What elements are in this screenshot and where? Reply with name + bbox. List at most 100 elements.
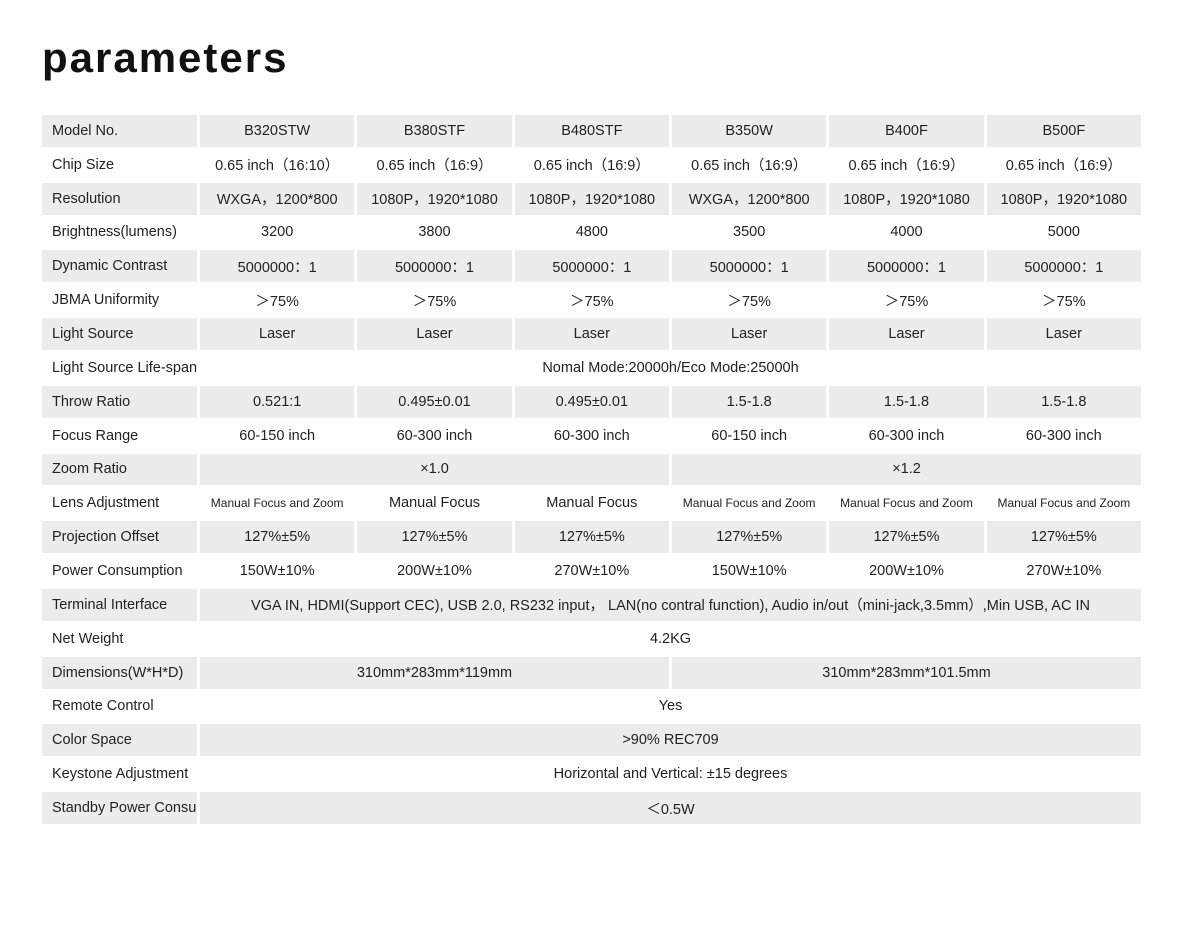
cell-value: 1.5-1.8 <box>986 385 1141 418</box>
cell-value: 0.65 inch（16:9） <box>376 158 493 175</box>
cell-value: B480STF <box>514 115 669 147</box>
cell-value: 1.5-1.8 <box>672 385 827 418</box>
cell-value: 5000 <box>1047 224 1080 241</box>
cell-value: 200W±10% <box>397 563 472 580</box>
row-label: Model No. <box>42 115 197 147</box>
cell-value: 0.65 inch（16:9） <box>691 158 808 175</box>
cell-value: 127%±5% <box>357 521 512 554</box>
row-label: Light Source Life-span <box>52 359 197 376</box>
row-label: Resolution <box>42 182 197 215</box>
cell-value: 0.495±0.01 <box>514 385 669 418</box>
row-label: Remote Control <box>52 698 154 715</box>
cell-value: 127%±5% <box>829 521 984 554</box>
cell-value: 60-300 inch <box>553 427 630 444</box>
cell-value: Laser <box>829 318 984 350</box>
cell-value: 1080P，1920*1080 <box>514 182 669 215</box>
cell-value: ＞75% <box>570 293 614 310</box>
cell-value: ＞75% <box>727 293 771 310</box>
cell-value: B320STW <box>200 115 355 147</box>
cell-value: 127%±5% <box>514 521 669 554</box>
cell-value: B350W <box>672 115 827 147</box>
cell-value: 150W±10% <box>239 563 315 580</box>
cell-value: B400F <box>829 115 984 147</box>
cell-value: 5000000：1 <box>357 250 512 283</box>
cell-value: 4.2KG <box>649 630 692 647</box>
cell-value: Nomal Mode:20000h/Eco Mode:25000h <box>542 359 799 376</box>
row-label: Lens Adjustment <box>52 495 160 512</box>
cell-value: ＞75% <box>412 293 457 310</box>
cell-value: Manual Focus and Zoom <box>840 496 973 511</box>
cell-value: 1.5-1.8 <box>829 385 984 418</box>
cell-value: 127%±5% <box>986 521 1141 554</box>
cell-value: 5000000：1 <box>672 250 827 283</box>
cell-value: B380STF <box>357 115 512 147</box>
cell-value: 270W±10% <box>554 563 630 580</box>
cell-value: Laser <box>200 318 355 350</box>
row-label: Net Weight <box>52 630 124 647</box>
cell-value: 60-300 inch <box>868 427 945 444</box>
cell-value: Laser <box>672 318 827 350</box>
cell-value: ＞75% <box>255 293 299 310</box>
row-label: Standby Power Consumption <box>42 792 197 824</box>
row-label: Dimensions(W*H*D) <box>42 656 197 689</box>
cell-value: Manual Focus and Zoom <box>682 496 816 511</box>
cell-value: 310mm*283mm*119mm <box>200 656 669 689</box>
cell-value: 310mm*283mm*101.5mm <box>672 656 1141 689</box>
row-label: Terminal Interface <box>42 589 197 621</box>
row-label: Color Space <box>42 724 197 757</box>
cell-value: >90% REC709 <box>200 724 1141 757</box>
spec-table: Model No. B320STW B380STF B480STF B350W B400F… <box>42 115 1144 826</box>
page-title: parameters <box>42 34 289 81</box>
cell-value: ＞75% <box>1042 293 1086 310</box>
cell-value: WXGA，1200*800 <box>200 182 355 215</box>
cell-value: 0.65 inch（16:9） <box>533 158 650 175</box>
cell-value: Laser <box>514 318 669 350</box>
cell-value: Laser <box>357 318 512 350</box>
cell-value: VGA IN, HDMI(Support CEC), USB 2.0, RS23… <box>200 589 1141 621</box>
cell-value: ＞75% <box>884 293 929 310</box>
cell-value: 127%±5% <box>672 521 827 554</box>
cell-value: WXGA，1200*800 <box>672 182 827 215</box>
cell-value: 0.495±0.01 <box>357 385 512 418</box>
cell-value: 1080P，1920*1080 <box>357 182 512 215</box>
cell-value: ＜0.5W <box>200 792 1141 824</box>
row-label: Dynamic Contrast <box>42 250 197 283</box>
cell-value: ×1.2 <box>672 453 1141 486</box>
cell-value: 5000000：1 <box>514 250 669 283</box>
row-label: Power Consumption <box>52 563 183 580</box>
row-label: Brightness(lumens) <box>52 224 177 241</box>
cell-value: Manual Focus <box>388 495 481 512</box>
cell-value: Laser <box>986 318 1141 350</box>
cell-value: 200W±10% <box>869 563 944 580</box>
cell-value: 1080P，1920*1080 <box>829 182 984 215</box>
cell-value: 3500 <box>733 224 766 241</box>
cell-value: 5000000：1 <box>829 250 984 283</box>
cell-value: 0.65 inch（16:9） <box>848 158 965 175</box>
row-label: Chip Size <box>52 156 115 173</box>
cell-value: 0.65 inch（16:10） <box>215 158 340 175</box>
row-label: Light Source <box>42 318 197 350</box>
cell-value: 270W±10% <box>1026 563 1102 580</box>
row-label: Projection Offset <box>42 521 197 554</box>
cell-value: 150W±10% <box>711 563 787 580</box>
row-label: Zoom Ratio <box>42 453 197 486</box>
cell-value: 4800 <box>575 224 608 241</box>
cell-value: Manual Focus and Zoom <box>210 496 344 511</box>
cell-value: Manual Focus <box>546 495 638 512</box>
cell-value: 60-150 inch <box>239 427 316 444</box>
row-label: Keystone Adjustment <box>52 766 189 783</box>
cell-value: 3800 <box>418 224 451 241</box>
cell-value: 60-300 inch <box>1025 427 1102 444</box>
cell-value: 60-150 inch <box>711 427 788 444</box>
cell-value: 0.521:1 <box>200 385 355 418</box>
row-label: Focus Range <box>52 427 139 444</box>
cell-value: Manual Focus and Zoom <box>997 496 1131 511</box>
cell-value: 5000000：1 <box>986 250 1141 283</box>
cell-value: 0.65 inch（16:9） <box>1005 158 1122 175</box>
cell-value: ×1.0 <box>200 453 669 486</box>
cell-value: 4000 <box>890 224 923 241</box>
cell-value: Yes <box>658 698 683 715</box>
cell-value: 127%±5% <box>200 521 355 554</box>
cell-value: 1080P，1920*1080 <box>986 182 1141 215</box>
